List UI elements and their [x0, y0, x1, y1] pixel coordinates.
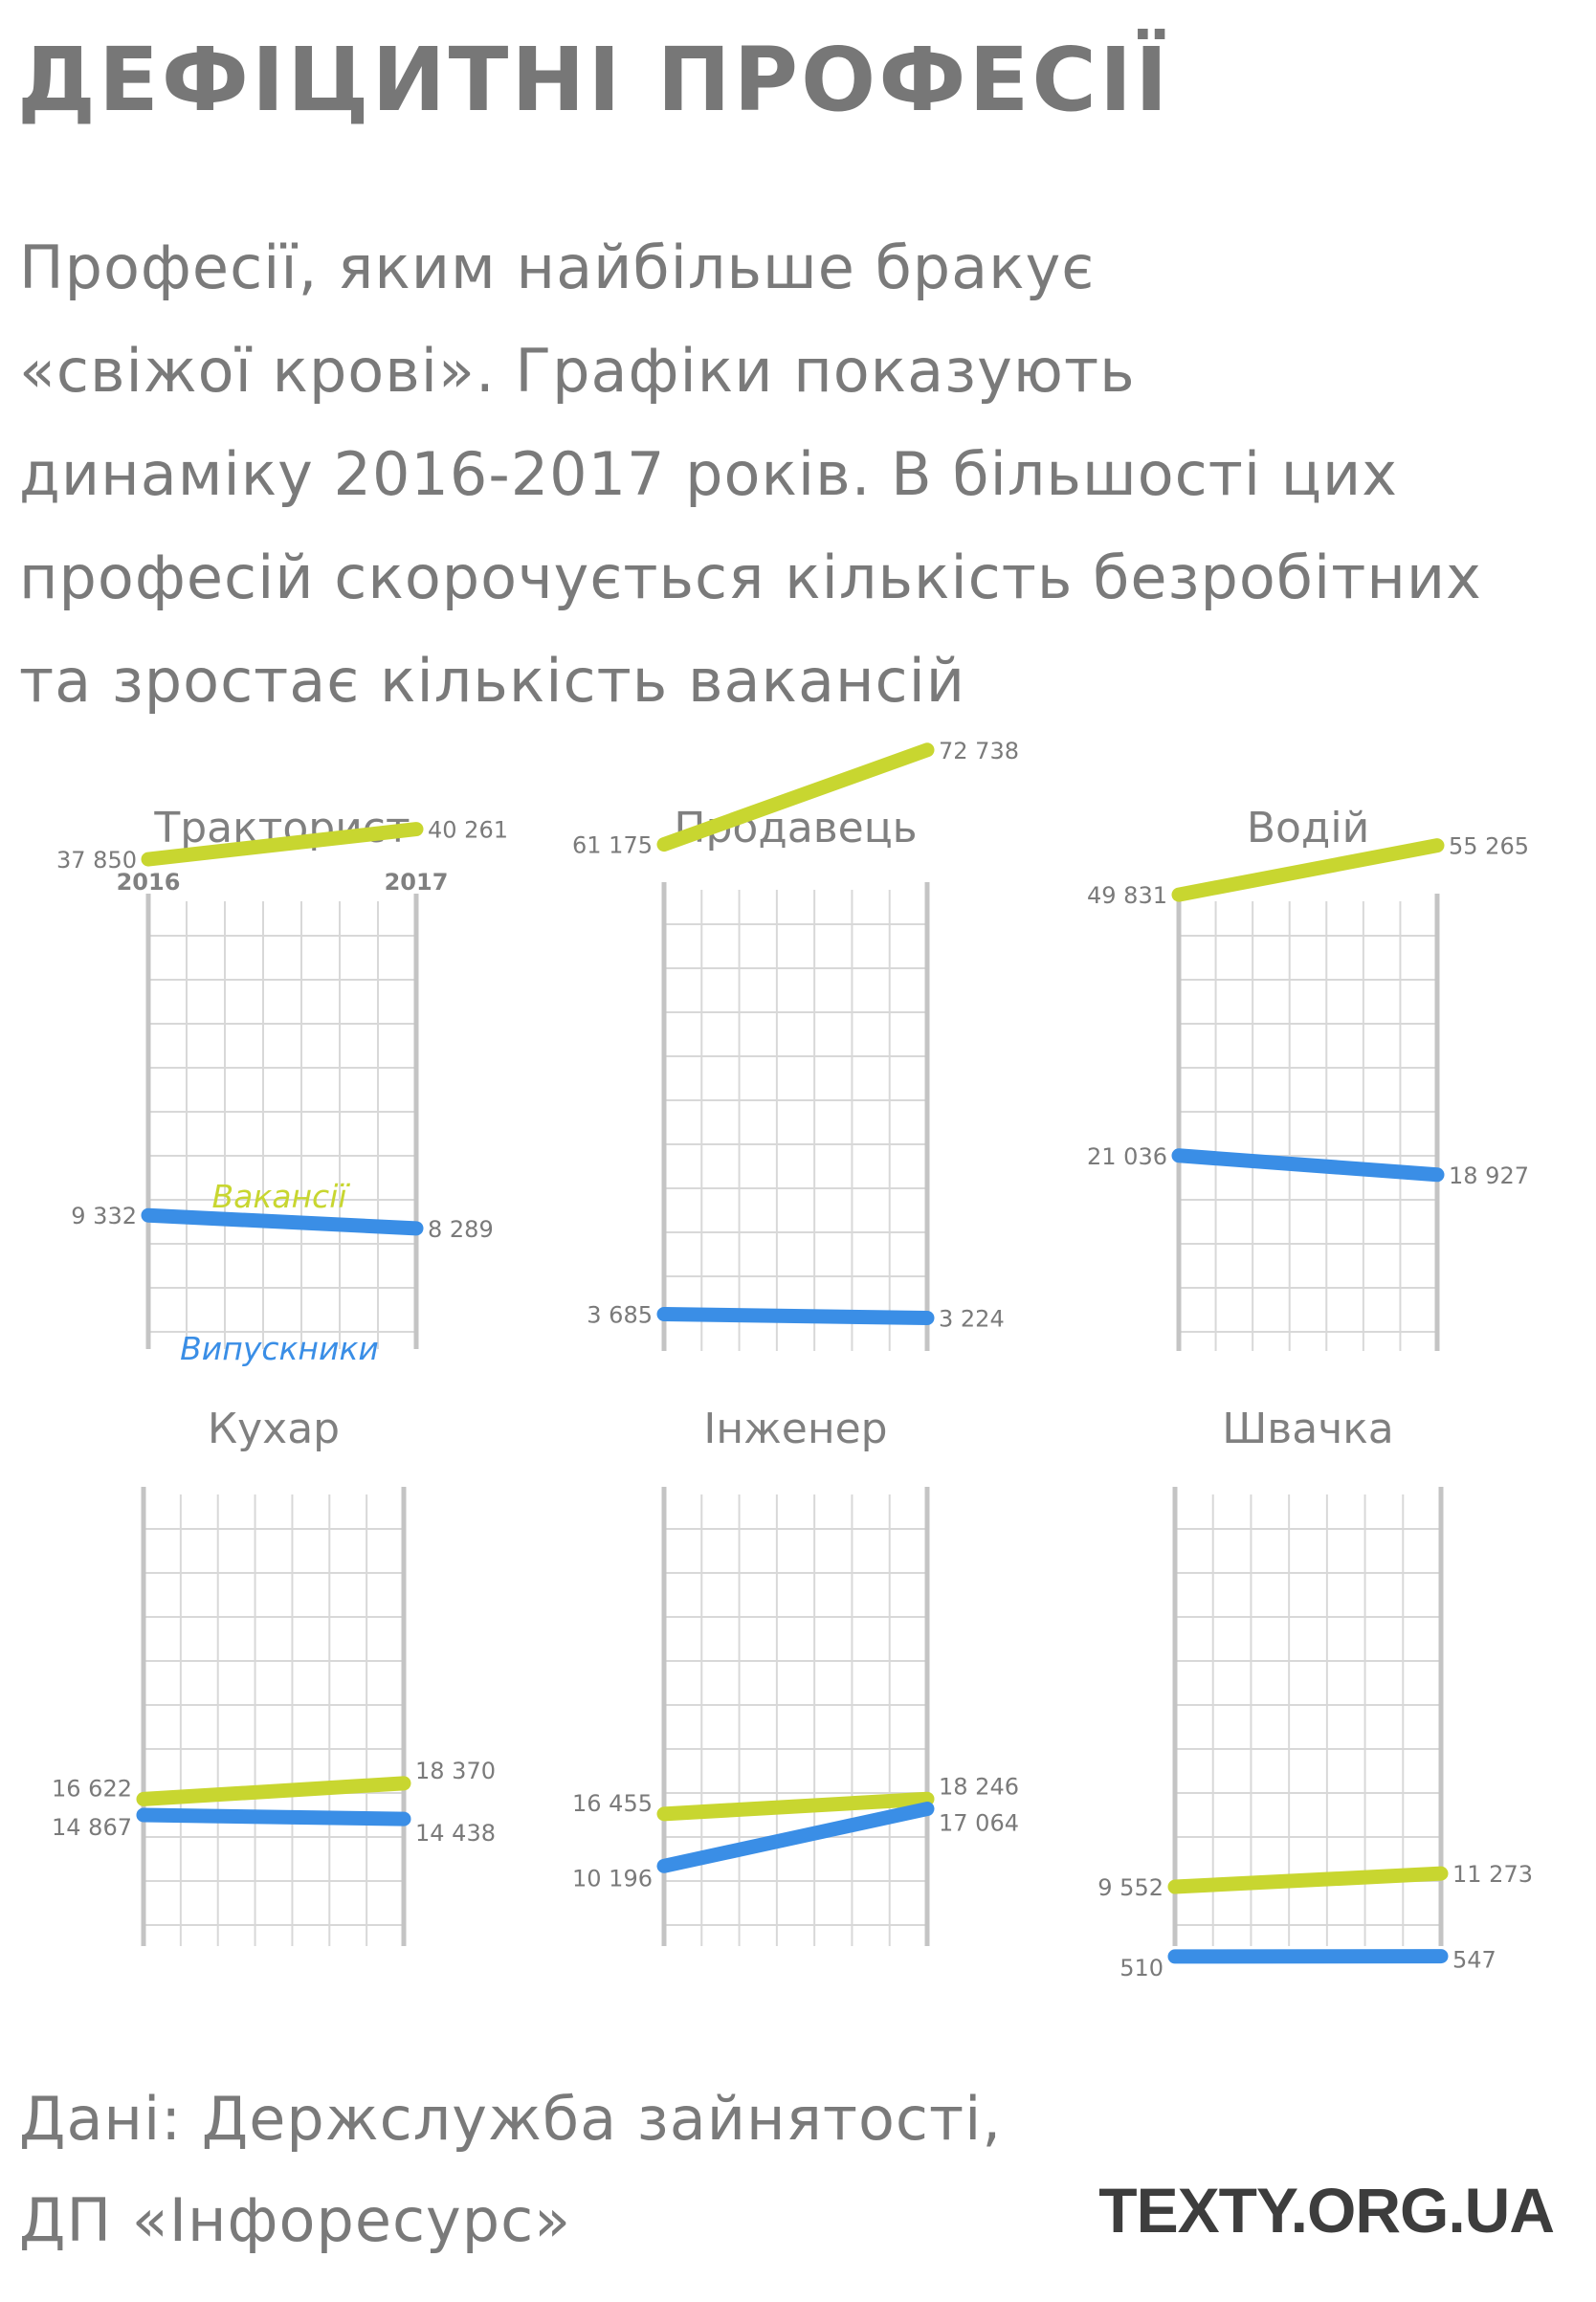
data-label-2016: 37 850 — [56, 847, 137, 874]
data-label-2017: 18 927 — [1449, 1162, 1529, 1189]
data-label-2016: 14 867 — [52, 1814, 132, 1841]
data-label-2016: 21 036 — [1087, 1143, 1167, 1170]
data-label-2016: 16 622 — [52, 1775, 132, 1802]
data-label-2016: 3 685 — [587, 1302, 653, 1329]
subtitle-line: «свіжої крові». Графіки показують — [19, 336, 1136, 406]
page-title: ДЕФІЦИТНІ ПРОФЕСІЇ — [17, 29, 1171, 131]
chart-title: Водій — [1247, 804, 1369, 852]
data-label-2016: 9 332 — [71, 1203, 137, 1229]
data-label-2017: 18 370 — [415, 1758, 496, 1784]
vacancies-line — [141, 822, 424, 867]
data-label-2017: 8 289 — [428, 1216, 494, 1243]
x-tick-label: 2017 — [385, 869, 449, 896]
vacancies-line — [1171, 838, 1445, 902]
chart-title: Кухар — [208, 1405, 340, 1453]
subtitle-line: та зростає кількість вакансій — [19, 646, 966, 716]
subtitle-line: Професії, яким найбільше бракує — [19, 232, 1096, 302]
graduates-line — [136, 1807, 411, 1826]
graduates-line — [656, 1802, 935, 1873]
data-label-2017: 547 — [1452, 1947, 1496, 1974]
legend-graduates: Випускники — [180, 1330, 379, 1367]
texty-logo[interactable]: TEXTY.ORG.UA — [1098, 2175, 1555, 2246]
data-label-2017: 3 224 — [939, 1305, 1005, 1332]
vacancies-line — [656, 742, 935, 852]
graduates-line — [656, 1307, 935, 1325]
data-label-2016: 49 831 — [1087, 882, 1167, 909]
graduates-line — [1171, 1148, 1445, 1183]
data-label-2016: 9 552 — [1097, 1874, 1164, 1901]
graduates-line — [141, 1207, 424, 1236]
data-label-2017: 72 738 — [939, 738, 1019, 764]
x-tick-label: 2016 — [117, 869, 181, 896]
data-label-2017: 40 261 — [428, 817, 508, 844]
source-note: Дані: Держслужба зайнятості, ДП «Інфорес… — [19, 2069, 1002, 2271]
vacancies-line — [1167, 1866, 1449, 1894]
data-label-2016: 61 175 — [572, 832, 653, 859]
data-label-2017: 18 246 — [939, 1773, 1019, 1800]
data-label-2016: 10 196 — [572, 1865, 653, 1892]
data-label-2016: 16 455 — [572, 1790, 653, 1817]
data-label-2017: 55 265 — [1449, 833, 1529, 860]
data-label-2017: 14 438 — [415, 1820, 496, 1847]
vacancies-line — [656, 1791, 935, 1822]
subtitle-line: динаміку 2016-2017 років. В більшості ци… — [19, 439, 1398, 509]
chart-title: Швачка — [1222, 1405, 1393, 1453]
data-label-2016: 510 — [1119, 1955, 1164, 1981]
data-label-2017: 11 273 — [1452, 1861, 1533, 1888]
chart-title: Інженер — [703, 1405, 887, 1453]
source-line: ДП «Інфоресурс» — [19, 2185, 572, 2255]
source-line: Дані: Держслужба зайнятості, — [19, 2084, 1003, 2154]
data-label-2017: 17 064 — [939, 1810, 1019, 1837]
legend-vacancies: Вакансії — [211, 1178, 350, 1215]
subtitle-line: професій скорочується кількість безробіт… — [19, 542, 1482, 612]
subtitle: Професії, яким найбільше бракує «свіжої … — [19, 216, 1588, 733]
vacancies-line — [136, 1776, 411, 1806]
